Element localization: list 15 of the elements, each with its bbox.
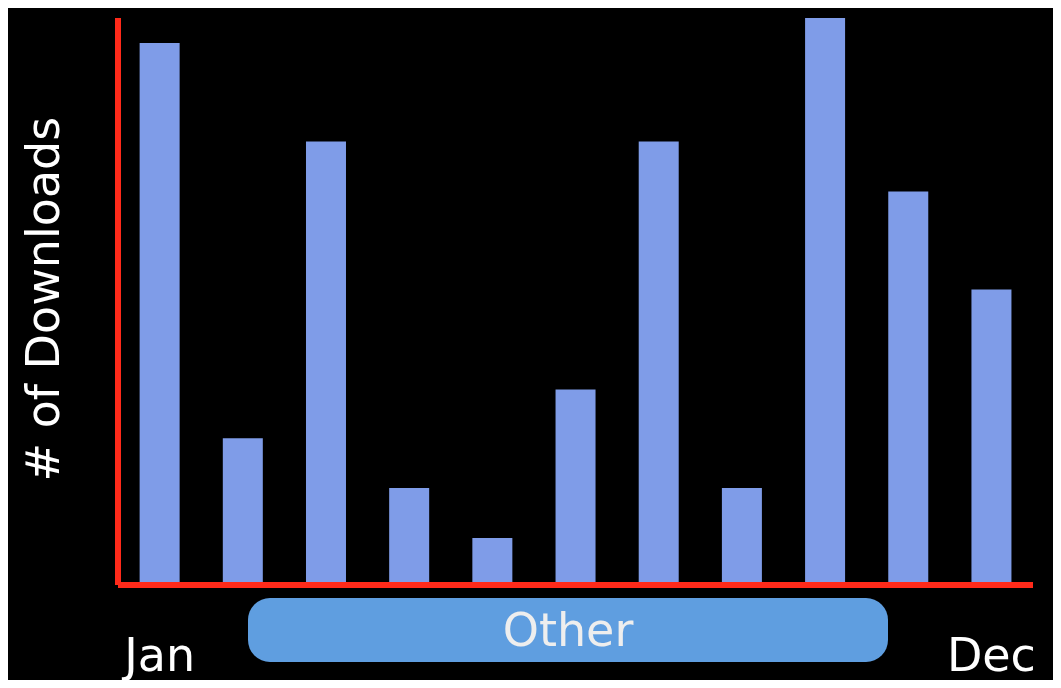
bar xyxy=(305,141,346,585)
bar xyxy=(389,488,430,585)
bar xyxy=(555,389,596,585)
text: Other xyxy=(248,598,888,662)
bar xyxy=(222,438,263,585)
bar xyxy=(472,537,513,585)
x-tick-label: Jan xyxy=(121,627,196,682)
x-tick-label: Dec xyxy=(946,627,1036,682)
bar xyxy=(971,289,1012,585)
bar xyxy=(638,141,679,585)
bar xyxy=(888,191,929,585)
y-axis-title: # of Downloads xyxy=(16,116,71,482)
bar xyxy=(139,42,180,585)
bar xyxy=(805,18,846,585)
bar xyxy=(721,488,762,585)
